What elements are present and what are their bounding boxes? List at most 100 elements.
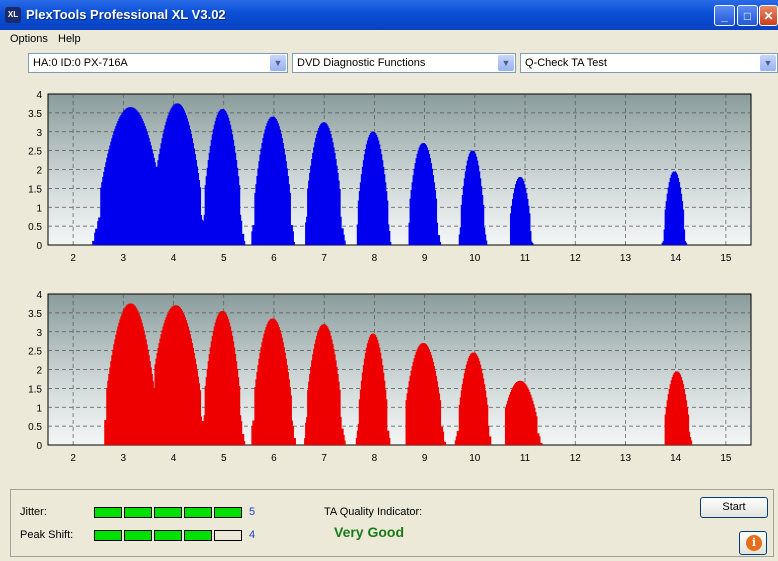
drive-select[interactable]: HA:0 ID:0 PX-716A ▼ xyxy=(28,53,288,73)
peak-bar xyxy=(342,434,345,445)
x-tick-label: 15 xyxy=(720,253,732,264)
test-select[interactable]: Q-Check TA Test ▼ xyxy=(520,53,778,73)
peak-bar xyxy=(434,198,438,245)
close-button[interactable]: ✕ xyxy=(759,5,778,26)
function-select[interactable]: DVD Diagnostic Functions ▼ xyxy=(292,53,516,73)
peak-bar xyxy=(386,430,390,445)
peak-bar xyxy=(488,436,492,445)
peak-bar xyxy=(435,222,439,245)
x-tick-label: 9 xyxy=(422,453,428,464)
peak-bar xyxy=(387,437,391,445)
x-tick-label: 2 xyxy=(70,453,76,464)
peak-bar xyxy=(535,416,538,445)
x-tick-label: 3 xyxy=(121,453,127,464)
peak-bar xyxy=(152,388,155,445)
jitter-label: Jitter: xyxy=(20,506,47,518)
menu-options[interactable]: Options xyxy=(10,33,48,45)
peak-bar xyxy=(241,233,245,245)
menu-bar: Options Help xyxy=(0,30,778,48)
x-tick-label: 14 xyxy=(670,453,682,464)
x-tick-label: 13 xyxy=(620,453,632,464)
jitter-meter-segment xyxy=(94,507,122,518)
minimize-button[interactable]: _ xyxy=(714,5,735,26)
peak-bar xyxy=(483,234,487,245)
peak-bar xyxy=(343,440,346,445)
peak-bar xyxy=(443,441,447,445)
peak-bar xyxy=(538,436,541,445)
info-button[interactable]: i xyxy=(739,531,767,555)
y-tick-label: 4 xyxy=(36,290,42,301)
peak-shift-meter-segment xyxy=(124,530,152,541)
y-tick-label: 2 xyxy=(36,366,42,377)
peak-bar xyxy=(540,443,543,445)
y-tick-label: 3.5 xyxy=(28,309,42,320)
ta-quality-value: Very Good xyxy=(334,524,405,540)
jitter-meter-segment xyxy=(214,507,242,518)
peak-bar xyxy=(242,240,246,245)
y-tick-label: 1.5 xyxy=(28,384,42,395)
y-tick-label: 0 xyxy=(36,241,42,252)
y-tick-label: 0 xyxy=(36,441,42,452)
chart-top: 0 0.5 1 1.5 2 2.5 3 3.5 4 2 3 4 5 6 7 8 9 10 11 12 13 14 15 xyxy=(10,86,768,270)
results-panel xyxy=(10,489,774,557)
peak-bar xyxy=(481,204,485,245)
peak-bar xyxy=(681,209,685,245)
x-tick-label: 11 xyxy=(520,453,531,464)
function-select-value: DVD Diagnostic Functions xyxy=(297,57,426,69)
y-tick-label: 3 xyxy=(36,128,42,139)
peak-bar xyxy=(104,420,107,445)
peak-shift-meter-segment xyxy=(214,530,242,541)
peak-bar xyxy=(242,440,246,445)
x-tick-label: 5 xyxy=(221,453,227,464)
peak-bar xyxy=(437,235,441,245)
x-tick-label: 3 xyxy=(121,253,127,264)
peak-bar xyxy=(291,231,294,245)
peak-bar xyxy=(241,434,245,445)
y-tick-label: 3 xyxy=(36,328,42,339)
peak-bar xyxy=(293,438,296,445)
peak-bar xyxy=(484,240,488,245)
x-tick-label: 7 xyxy=(321,253,327,264)
x-tick-label: 6 xyxy=(271,453,277,464)
x-tick-label: 8 xyxy=(372,253,378,264)
window-title: PlexTools Professional XL V3.02 xyxy=(26,7,226,22)
peak-bar xyxy=(200,420,204,445)
y-tick-label: 0.5 xyxy=(28,422,42,433)
y-tick-label: 2 xyxy=(36,166,42,177)
peak-bar xyxy=(292,241,295,245)
x-tick-label: 13 xyxy=(620,253,632,264)
chevron-down-icon[interactable]: ▼ xyxy=(498,55,514,71)
peak-shift-label: Peak Shift: xyxy=(20,529,74,541)
chart-top-svg: 0 0.5 1 1.5 2 2.5 3 3.5 4 2 3 4 5 6 7 8 9 10 11 12 13 14 15 xyxy=(10,86,768,270)
peak-bar xyxy=(441,431,445,445)
peak-bar xyxy=(529,231,532,245)
x-tick-label: 6 xyxy=(271,253,277,264)
x-tick-label: 4 xyxy=(171,453,177,464)
chevron-down-icon[interactable]: ▼ xyxy=(270,55,286,71)
peak-bar xyxy=(384,399,388,445)
x-tick-label: 10 xyxy=(469,453,481,464)
app-icon: XL xyxy=(5,7,21,23)
y-tick-label: 3.5 xyxy=(28,109,42,120)
x-tick-label: 5 xyxy=(221,253,227,264)
peak-bar xyxy=(387,231,391,245)
chevron-down-icon[interactable]: ▼ xyxy=(760,55,776,71)
drive-select-value: HA:0 ID:0 PX-716A xyxy=(33,57,128,69)
x-tick-label: 7 xyxy=(321,453,327,464)
menu-help[interactable]: Help xyxy=(58,33,81,45)
peak-shift-value: 4 xyxy=(249,529,256,541)
maximize-button[interactable]: □ xyxy=(737,5,758,26)
peak-bar xyxy=(343,240,346,245)
start-button[interactable]: Start xyxy=(700,497,768,518)
y-tick-label: 1.5 xyxy=(28,184,42,195)
peak-shift-meter-segment xyxy=(94,530,122,541)
x-tick-label: 2 xyxy=(70,253,76,264)
y-tick-label: 1 xyxy=(36,403,42,414)
y-tick-label: 1 xyxy=(36,203,42,214)
x-tick-label: 11 xyxy=(520,253,531,264)
jitter-meter-segment xyxy=(184,507,212,518)
peak-bar xyxy=(531,242,534,245)
x-tick-label: 14 xyxy=(670,253,682,264)
x-tick-label: 15 xyxy=(720,453,732,464)
jitter-meter-segment xyxy=(124,507,152,518)
